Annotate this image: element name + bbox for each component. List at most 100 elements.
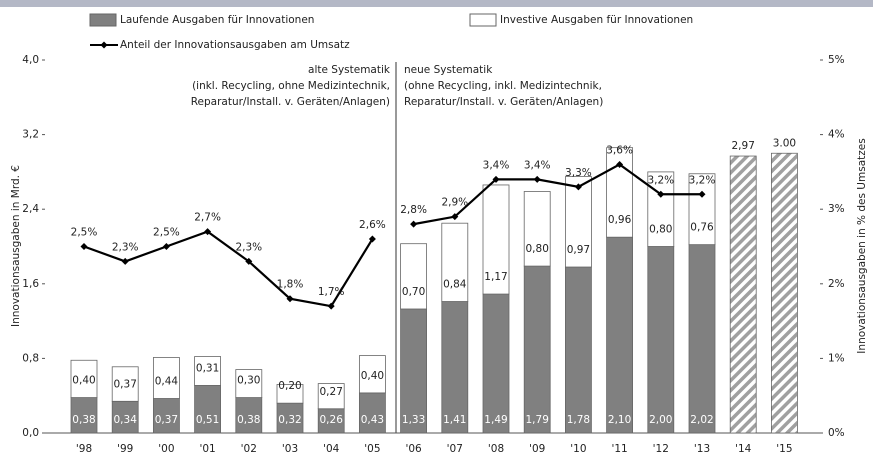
data-label: 2,8%: [400, 204, 427, 216]
bar: [688, 173, 716, 246]
data-label: 2,3%: [112, 241, 139, 253]
y2-tick-label: 1%: [828, 352, 845, 364]
y-tick-label: 1,6: [22, 278, 39, 290]
bar: [276, 402, 304, 434]
data-label: 1,8%: [277, 279, 304, 291]
bar: [771, 152, 798, 434]
line-marker: [492, 175, 500, 183]
annotation: Reparatur/Install. v. Geräten/Anlagen): [404, 96, 603, 108]
data-label: 0,30: [237, 375, 260, 387]
annotation: alte Systematik: [308, 64, 391, 76]
y-tick-label: 2,4: [22, 203, 39, 215]
bar: [194, 356, 222, 386]
bar: [565, 176, 592, 268]
bar: [441, 222, 469, 302]
line: [83, 230, 374, 308]
data-label: 0,51: [196, 414, 219, 426]
data-label: 0,96: [608, 214, 632, 226]
bar: [400, 243, 428, 310]
line-marker: [533, 175, 541, 183]
data-label: 0,43: [361, 414, 384, 426]
data-label: 3,4%: [524, 159, 551, 171]
bar: [152, 357, 180, 399]
legend-swatch: [89, 13, 117, 27]
data-label: 2,02: [690, 414, 713, 426]
data-label: 0,80: [526, 243, 549, 255]
legend-swatch: [469, 13, 497, 27]
data-label: 2,7%: [194, 212, 221, 224]
y2-tick-label: 5%: [828, 54, 845, 66]
y-tick-label: 3,2: [22, 129, 39, 141]
data-label: 0,31: [196, 362, 219, 374]
data-label: 0,80: [649, 224, 672, 236]
x-tick-label: '00: [158, 443, 174, 455]
y-tick-label: 0,8: [22, 352, 39, 364]
x-tick-label: '08: [488, 443, 504, 455]
bar: [317, 383, 345, 410]
data-label: 0,40: [361, 370, 384, 382]
bar: [358, 392, 386, 434]
data-label: 2,10: [608, 414, 631, 426]
line-marker: [327, 302, 335, 310]
data-label: 0,26: [320, 414, 344, 426]
data-label: 0,76: [690, 222, 714, 234]
bar: [729, 155, 757, 434]
x-tick-label: '99: [117, 443, 133, 455]
line-marker: [410, 220, 418, 228]
data-label: 1,78: [567, 414, 590, 426]
line-marker: [80, 243, 88, 250]
bar: [235, 397, 263, 434]
data-label: 1,79: [526, 414, 549, 426]
x-tick-label: '13: [694, 443, 710, 455]
data-label: 0,97: [567, 244, 590, 256]
data-label: 0,38: [72, 414, 95, 426]
x-tick-label: '09: [529, 443, 545, 455]
data-label: 2,5%: [71, 227, 98, 239]
x-tick-label: '14: [735, 443, 752, 455]
data-label: 0,38: [237, 414, 260, 426]
bar: [482, 293, 510, 434]
data-label: 1,49: [484, 414, 507, 426]
bar: [647, 246, 675, 434]
data-label: 0,37: [155, 414, 178, 426]
bar: [647, 171, 675, 247]
bar: [235, 369, 263, 398]
x-tick-label: '01: [199, 443, 215, 455]
bar: [441, 301, 469, 434]
y2-tick-label: 3%: [828, 203, 845, 215]
data-label: 2,97: [732, 140, 755, 152]
x-tick-label: '06: [405, 443, 422, 455]
data-label: 2,9%: [441, 197, 468, 209]
x-tick-label: '03: [282, 443, 298, 455]
data-label: 0,32: [278, 414, 301, 426]
top-band: [0, 0, 873, 7]
line: [413, 163, 702, 226]
x-tick-label: '10: [570, 443, 586, 455]
line-marker: [368, 235, 376, 243]
x-tick-label: '12: [653, 443, 669, 455]
bar: [111, 366, 139, 402]
line-marker: [657, 190, 665, 198]
y-tick-label: 0,0: [22, 427, 39, 439]
bar: [523, 191, 551, 267]
y-tick-label: 4,0: [22, 54, 39, 66]
x-tick-label: '98: [76, 443, 92, 455]
line-marker: [616, 160, 624, 168]
line-marker: [121, 257, 129, 265]
line-marker: [245, 257, 253, 265]
legend-label: Laufende Ausgaben für Innovationen: [120, 14, 314, 26]
data-label: 3,4%: [483, 159, 510, 171]
data-label: 3,2%: [647, 174, 674, 186]
annotation: neue Systematik: [404, 64, 493, 76]
line-marker: [698, 190, 706, 198]
y2-axis-title: Innovationsausgaben in % des Umsatzes: [856, 138, 868, 353]
legend-label: Anteil der Innovationsausgaben am Umsatz: [120, 39, 350, 51]
data-label: 1,7%: [318, 286, 345, 298]
legend-swatch: [100, 41, 108, 49]
data-label: 3,3%: [565, 167, 592, 179]
data-label: 0,34: [114, 414, 138, 426]
bar: [317, 408, 345, 434]
bar: [70, 397, 98, 434]
data-label: 0,20: [278, 380, 301, 392]
